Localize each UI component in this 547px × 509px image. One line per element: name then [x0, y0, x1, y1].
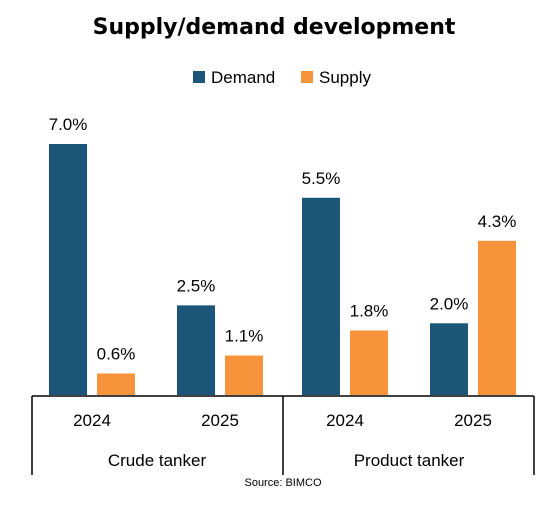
- bar-supply-0: [97, 373, 135, 395]
- tick-label-2: 2024: [326, 411, 364, 430]
- bar-demand-3: [430, 323, 468, 395]
- tick-label-1: 2025: [201, 411, 239, 430]
- group-labels: Crude tanker Product tanker: [108, 451, 465, 470]
- tick-label-0: 2024: [73, 411, 111, 430]
- data-label-demand-3: 2.0%: [430, 294, 469, 313]
- source-note: Source: BIMCO: [244, 477, 321, 489]
- data-label-supply-1: 1.1%: [225, 327, 264, 346]
- group-label-0: Crude tanker: [108, 451, 207, 470]
- bar-demand-0: [49, 144, 87, 395]
- group-label-1: Product tanker: [354, 451, 465, 470]
- tick-label-3: 2025: [454, 411, 492, 430]
- bar-demand-2: [302, 197, 340, 395]
- chart-title: Supply/demand development: [93, 15, 456, 40]
- data-labels: 7.0% 2.5% 5.5% 2.0% 0.6% 1.1% 1.8% 4.3%: [49, 115, 517, 363]
- bar-supply-1: [225, 355, 263, 395]
- legend: Demand Supply: [193, 68, 371, 87]
- data-label-supply-3: 4.3%: [478, 212, 517, 231]
- data-label-supply-0: 0.6%: [97, 344, 136, 363]
- data-label-supply-2: 1.8%: [350, 301, 389, 320]
- legend-label-supply: Supply: [319, 68, 371, 87]
- legend-swatch-demand: [193, 71, 205, 83]
- data-label-demand-0: 7.0%: [49, 115, 88, 134]
- data-label-demand-2: 5.5%: [302, 169, 341, 188]
- bar-supply-3: [478, 240, 516, 395]
- bar-demand-1: [177, 305, 215, 395]
- axis-frame: [31, 395, 535, 475]
- bars: [49, 144, 516, 395]
- data-label-demand-1: 2.5%: [177, 276, 216, 295]
- legend-label-demand: Demand: [211, 68, 275, 87]
- bar-supply-2: [350, 330, 388, 395]
- legend-swatch-supply: [301, 71, 313, 83]
- tick-labels: 2024 2025 2024 2025: [73, 411, 492, 430]
